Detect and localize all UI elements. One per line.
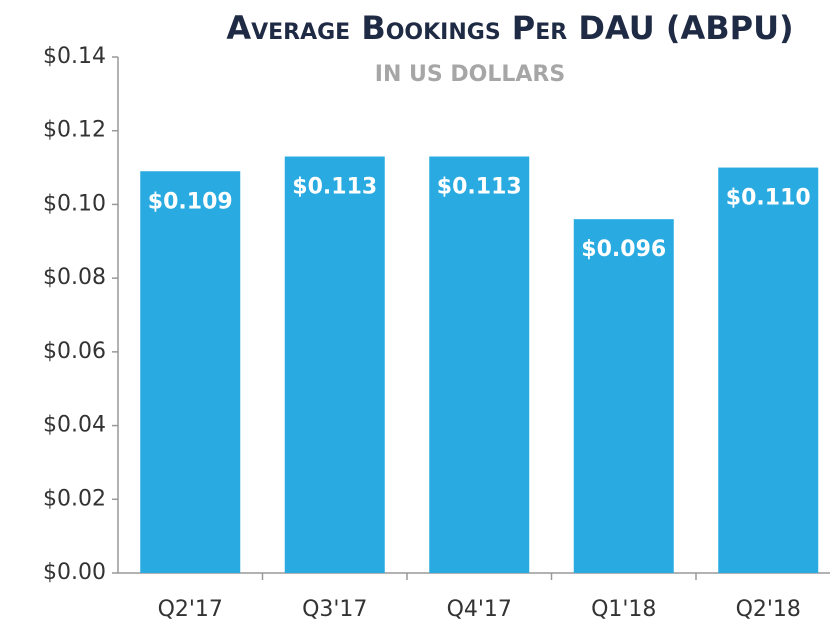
bar: [284, 156, 385, 573]
y-tick-label: $0.12: [43, 118, 106, 143]
value-label: $0.113: [292, 175, 377, 200]
value-label: $0.110: [726, 186, 811, 211]
chart-title: Average Bookings Per DAU (ABPU): [226, 9, 793, 47]
y-tick-label: $0.02: [43, 486, 106, 511]
x-tick-label: Q1'18: [591, 597, 656, 622]
x-tick-label: Q2'17: [158, 597, 223, 622]
y-tick-label: $0.04: [43, 413, 106, 438]
y-tick-label: $0.14: [43, 44, 106, 69]
value-label: $0.109: [148, 189, 233, 214]
y-tick-label: $0.10: [43, 191, 106, 216]
value-label: $0.113: [437, 175, 522, 200]
bar: [718, 167, 819, 574]
bar: [429, 156, 530, 573]
y-tick-label: $0.06: [43, 339, 106, 364]
chart-subtitle: IN US DOLLARS: [375, 62, 565, 87]
x-tick-label: Q3'17: [302, 597, 367, 622]
y-tick-label: $0.08: [43, 265, 106, 290]
x-tick-label: Q2'18: [736, 597, 801, 622]
bar: [573, 219, 674, 573]
bar: [140, 171, 241, 573]
y-tick-label: $0.00: [43, 560, 106, 585]
value-label: $0.096: [581, 237, 666, 262]
x-tick-label: Q4'17: [447, 597, 512, 622]
